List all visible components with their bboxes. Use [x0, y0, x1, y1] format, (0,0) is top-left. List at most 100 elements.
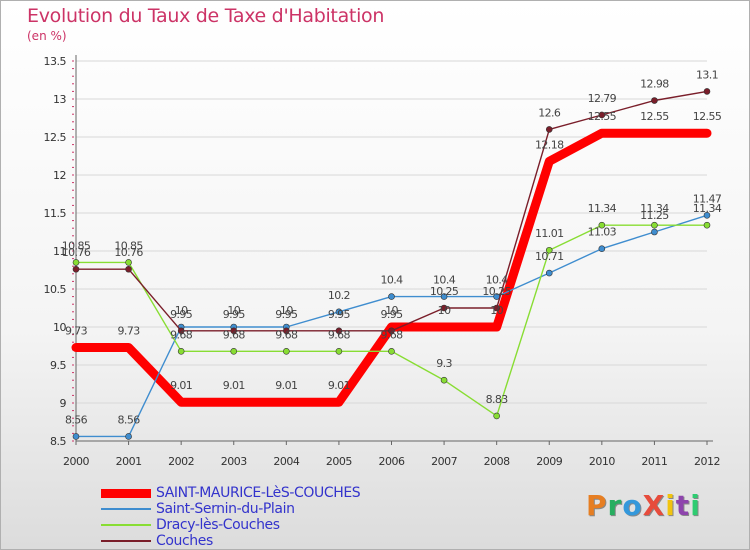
- logo-letter: P: [586, 489, 608, 522]
- x-tick-label: 2011: [641, 455, 667, 468]
- data-label: 10.85: [114, 239, 143, 252]
- data-label: 11.47: [693, 192, 722, 205]
- data-point: [598, 245, 606, 253]
- data-point: [651, 97, 658, 104]
- data-label: 12.79: [588, 92, 617, 105]
- x-tick-label: 2001: [116, 455, 142, 468]
- data-label: 10.25: [430, 285, 459, 298]
- legend-swatch: [101, 508, 151, 510]
- data-label: 9.01: [275, 379, 297, 392]
- data-label: 9.01: [223, 379, 245, 392]
- data-point: [440, 304, 448, 312]
- data-point: [72, 259, 80, 266]
- data-label: 11.03: [588, 226, 617, 239]
- data-point: [230, 327, 238, 335]
- chart-title: Evolution du Taux de Taxe d'Habitation: [27, 5, 385, 27]
- legend-swatch: [101, 524, 151, 526]
- y-tick-label: 13: [53, 93, 66, 106]
- legend-label: SAINT-MAURICE-LèS-COUCHES: [156, 485, 361, 501]
- data-label: 10: [280, 304, 293, 317]
- data-label: 13.1: [696, 68, 718, 81]
- series-layer: [71, 88, 712, 440]
- data-label: 9.95: [328, 308, 351, 321]
- x-tick-label: 2003: [221, 455, 247, 468]
- logo-letter: o: [622, 489, 643, 522]
- logo-letter: t: [675, 489, 691, 522]
- data-point: [545, 126, 553, 133]
- data-point: [72, 433, 80, 440]
- data-label: 10.4: [486, 274, 509, 287]
- data-point: [72, 265, 80, 273]
- y-tick-label: 11: [53, 245, 66, 258]
- data-label: 9.3: [436, 357, 452, 370]
- data-label: 9.01: [328, 379, 350, 392]
- data-point: [598, 221, 606, 229]
- data-point: [125, 259, 132, 266]
- data-label: 9.73: [118, 325, 141, 338]
- data-label: 9.01: [170, 379, 192, 392]
- y-tick-label: 9.5: [50, 359, 66, 372]
- data-label: 11.34: [693, 202, 722, 215]
- data-point: [335, 348, 343, 355]
- data-label: 9.68: [170, 328, 193, 341]
- data-point: [703, 211, 711, 219]
- data-label: 12.55: [640, 110, 669, 123]
- logo-letter: r: [607, 489, 623, 522]
- data-point: [230, 348, 238, 355]
- data-label: 9.68: [328, 328, 351, 341]
- x-tick-label: 2002: [168, 455, 194, 468]
- data-label: 11.25: [640, 209, 669, 222]
- data-point: [125, 265, 132, 273]
- data-label: 12.6: [538, 106, 561, 119]
- legend-label: Couches: [156, 533, 213, 549]
- data-label: 9.73: [65, 325, 88, 338]
- x-tick-label: 2009: [536, 455, 562, 468]
- data-point: [493, 412, 500, 420]
- data-label: 10: [175, 304, 188, 317]
- data-label: 8.83: [486, 393, 509, 406]
- data-label: 10.71: [535, 250, 564, 263]
- y-tick-label: 8.5: [50, 435, 66, 448]
- y-tick-label: 12: [53, 169, 66, 182]
- data-point: [440, 293, 448, 300]
- data-label: 9.68: [223, 328, 246, 341]
- logo-letter: i: [690, 489, 701, 522]
- logo-letter: X: [642, 489, 666, 522]
- x-tick-label: 2005: [326, 455, 352, 468]
- data-point: [440, 376, 448, 384]
- y-tick-label: 10.5: [44, 283, 67, 296]
- x-tick-label: 2004: [273, 455, 299, 468]
- data-label: 10: [385, 304, 398, 317]
- data-label-layer: 9.73 9.73 9.01 9.01 9.01 9.01 10 10 10 12.18 12.55…: [62, 68, 723, 426]
- data-label: 9.68: [380, 328, 403, 341]
- data-point: [703, 221, 711, 229]
- proxiti-logo: ProXiti: [586, 489, 701, 522]
- data-point: [283, 327, 290, 335]
- data-label: 10.4: [380, 274, 403, 287]
- y-tick-label: 10: [53, 321, 66, 334]
- data-label: 12.55: [588, 110, 617, 123]
- x-tick-label: 2007: [431, 455, 457, 468]
- legend-swatch: [101, 540, 151, 542]
- data-point: [335, 327, 343, 335]
- data-label: 10.85: [62, 239, 91, 252]
- data-label: 9.95: [170, 308, 193, 321]
- data-point: [388, 348, 395, 355]
- data-point: [493, 304, 500, 312]
- data-point: [388, 327, 395, 335]
- data-point: [545, 246, 553, 254]
- legend-swatch: [101, 488, 151, 498]
- x-tick-label: 2000: [63, 455, 89, 468]
- data-label: 8.56: [118, 413, 141, 426]
- data-point: [703, 88, 711, 95]
- data-label: 10: [438, 304, 451, 317]
- data-label: 11.34: [588, 202, 617, 215]
- data-point: [598, 111, 606, 119]
- y-tick-label: 13.5: [44, 55, 67, 68]
- data-point: [177, 348, 185, 355]
- data-label: 10.25: [482, 285, 511, 298]
- data-label: 8.56: [65, 413, 88, 426]
- data-label: 10.4: [433, 274, 456, 287]
